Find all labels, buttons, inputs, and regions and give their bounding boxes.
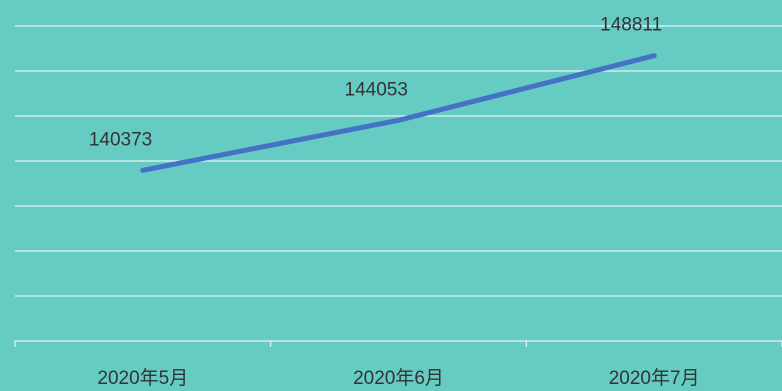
gridlines [15, 25, 782, 297]
series-line [140, 53, 657, 173]
data-label: 140373 [89, 129, 152, 150]
data-label: 148811 [600, 15, 662, 36]
data-labels: 140373 144053 148811 [89, 15, 662, 151]
x-tick-label: 2020年5月 [97, 367, 188, 389]
x-tick-label: 2020年7月 [609, 367, 700, 389]
series [140, 53, 657, 173]
x-axis [14, 340, 782, 347]
x-tick-labels: 2020年5月 2020年6月 2020年7月 [97, 367, 699, 389]
x-tick-label: 2020年6月 [353, 367, 444, 389]
data-label: 144053 [345, 79, 408, 100]
